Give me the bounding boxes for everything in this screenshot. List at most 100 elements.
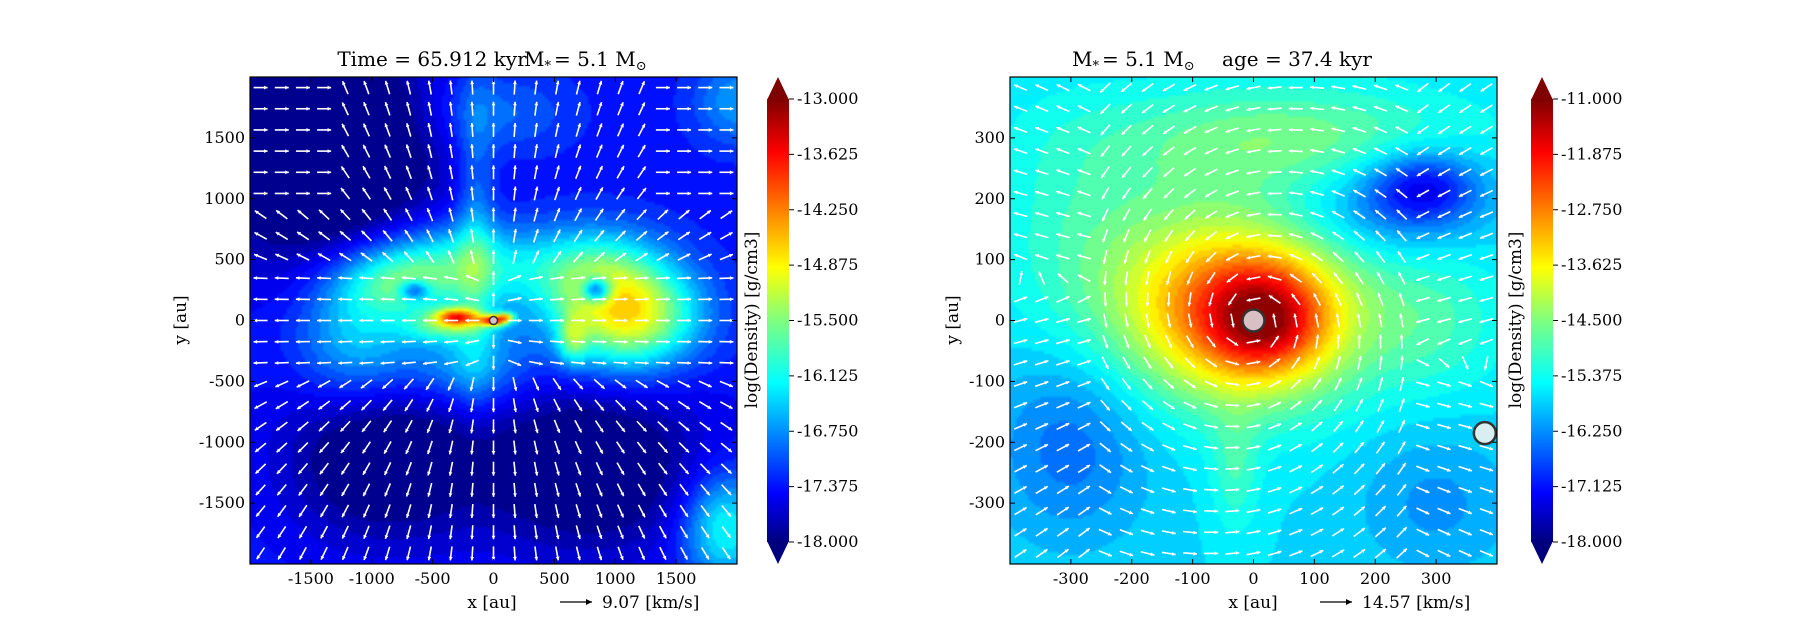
velocity-arrow-head <box>338 276 342 280</box>
velocity-arrow-head <box>1458 298 1463 303</box>
velocity-arrow-head <box>620 449 625 454</box>
velocity-arrow-head <box>619 556 624 560</box>
velocity-arrow-head <box>1360 506 1365 511</box>
velocity-arrow-head <box>327 106 332 111</box>
velocity-arrow-head <box>361 230 366 235</box>
velocity-arrow-head <box>1376 251 1380 256</box>
velocity-arrow-head <box>728 405 733 409</box>
velocity-arrow-head <box>1357 334 1362 339</box>
velocity-arrow-head <box>1334 292 1339 297</box>
velocity-arrow-head <box>1205 236 1210 241</box>
velocity-arrow-head <box>556 407 561 412</box>
velocity-arrow-head <box>706 448 711 453</box>
velocity-arrow-head <box>1107 510 1112 515</box>
velocity-arrow-head <box>621 209 625 214</box>
velocity-arrow-head <box>1446 446 1451 451</box>
velocity-arrow-head <box>555 514 560 518</box>
velocity-arrow-head <box>384 449 388 454</box>
panel-left-colorbar-top-extend <box>767 77 789 100</box>
velocity-arrow-head <box>1315 334 1320 339</box>
velocity-arrow-head <box>641 123 646 128</box>
velocity-arrow-head <box>1267 254 1272 259</box>
velocity-arrow-head <box>327 170 332 175</box>
velocity-arrow-head <box>274 318 279 323</box>
velocity-arrow-head <box>534 535 539 540</box>
panel-right: M* = 5.1 M⊙ age = 37.4 kyr -300 -200 -100 0 1… <box>943 47 1622 613</box>
velocity-arrow-head <box>1019 271 1024 276</box>
velocity-arrow-head <box>687 276 692 280</box>
velocity-arrow-head <box>1121 88 1125 93</box>
velocity-arrow-head <box>645 297 649 302</box>
panel-right-ylabel: y [au] <box>943 295 963 345</box>
velocity-arrow-head <box>1246 213 1251 218</box>
velocity-arrow-head <box>1102 238 1106 243</box>
colorbar-tick-label: -16.750 <box>797 421 858 440</box>
velocity-arrow-head <box>1356 292 1360 297</box>
velocity-arrow-head <box>1106 427 1111 432</box>
velocity-arrow-head <box>1246 128 1251 133</box>
velocity-arrow-head <box>1375 210 1380 214</box>
velocity-arrow-head <box>1379 355 1383 360</box>
velocity-arrow-head <box>1289 233 1294 237</box>
velocity-arrow-head <box>1417 151 1422 155</box>
velocity-arrow-head <box>264 106 268 111</box>
velocity-arrow-head <box>1056 169 1061 173</box>
velocity-arrow-head <box>1077 211 1082 216</box>
velocity-arrow-head <box>1402 548 1407 553</box>
velocity-arrow-head <box>469 250 474 254</box>
y-tick-label: 200 <box>974 189 1005 208</box>
velocity-arrow-head <box>1149 447 1154 451</box>
velocity-arrow-head <box>619 81 624 85</box>
velocity-arrow-head <box>1102 216 1106 221</box>
velocity-arrow-head <box>641 513 646 518</box>
sink-particle <box>1241 308 1266 333</box>
velocity-arrow-head <box>1445 363 1450 368</box>
velocity-arrow-head <box>295 361 300 365</box>
velocity-arrow-head <box>295 339 300 344</box>
velocity-arrow-head <box>1214 425 1219 429</box>
y-tick-label: 1500 <box>204 128 245 147</box>
velocity-arrow-head <box>621 230 626 235</box>
velocity-arrow-head <box>538 275 543 280</box>
velocity-arrow-head <box>1339 421 1343 425</box>
velocity-arrow-head <box>1044 338 1049 343</box>
velocity-arrow-head <box>342 534 346 539</box>
velocity-arrow-head <box>422 297 427 302</box>
velocity-arrow-head <box>342 102 346 107</box>
velocity-arrow-head <box>645 339 649 344</box>
velocity-arrow-head <box>1425 468 1430 472</box>
velocity-arrow-head <box>422 339 427 344</box>
velocity-arrow-head <box>1225 107 1230 112</box>
velocity-arrow-head <box>1086 465 1091 469</box>
velocity-arrow-head <box>1193 530 1197 535</box>
velocity-arrow-head <box>705 534 710 539</box>
velocity-arrow-head <box>1127 427 1132 431</box>
velocity-arrow-head <box>1106 406 1110 411</box>
velocity-arrow-head <box>1170 426 1175 430</box>
velocity-arrow-head <box>1479 214 1484 218</box>
velocity-arrow-head <box>1023 402 1028 406</box>
velocity-arrow-head <box>1077 84 1082 88</box>
velocity-arrow-head <box>285 170 289 175</box>
panel-right-colorbar-label: log(Density) [g/cm3] <box>1506 232 1526 409</box>
velocity-arrow-head <box>687 106 692 111</box>
velocity-arrow-head <box>1352 127 1357 131</box>
velocity-arrow-head <box>470 165 474 169</box>
velocity-arrow-head <box>728 253 733 258</box>
velocity-arrow-head <box>535 386 540 391</box>
velocity-arrow-head <box>1043 549 1048 553</box>
velocity-arrow-head <box>729 106 734 111</box>
velocity-arrow-head <box>517 362 522 366</box>
velocity-arrow-head <box>1122 195 1127 200</box>
velocity-arrow-head <box>1141 88 1146 92</box>
velocity-arrow-head <box>405 449 410 454</box>
velocity-arrow-head <box>1425 489 1430 494</box>
velocity-arrow-head <box>623 361 628 365</box>
velocity-arrow-head <box>1121 131 1126 135</box>
velocity-arrow-head <box>1438 172 1443 176</box>
velocity-arrow-head <box>298 470 303 475</box>
velocity-arrow-head <box>641 145 646 150</box>
velocity-arrow-head <box>448 407 452 412</box>
velocity-arrow-head <box>1416 214 1421 218</box>
velocity-arrow-head <box>538 361 543 366</box>
